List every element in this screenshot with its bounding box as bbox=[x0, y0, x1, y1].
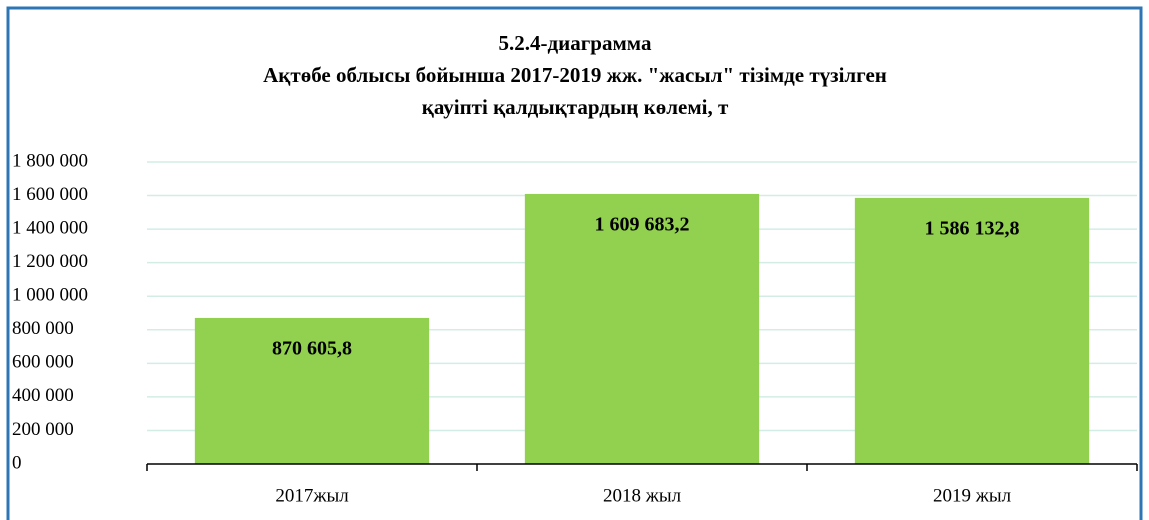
x-tick-label: 2017жыл bbox=[275, 485, 349, 506]
bar bbox=[854, 197, 1090, 465]
y-tick-label: 400 000 bbox=[12, 385, 74, 406]
y-tick-label: 600 000 bbox=[12, 352, 74, 373]
x-tick-label: 2019 жыл bbox=[933, 485, 1012, 506]
y-tick-label: 1 200 000 bbox=[12, 251, 88, 272]
y-tick-label: 1 800 000 bbox=[12, 150, 88, 171]
y-tick-label: 800 000 bbox=[12, 318, 74, 339]
chart-title: Ақтөбе облысы бойынша 2017-2019 жж. "жас… bbox=[263, 63, 887, 87]
y-tick-label: 1 600 000 bbox=[12, 184, 88, 205]
y-tick-label: 1 000 000 bbox=[12, 285, 88, 306]
data-label: 1 609 683,2 bbox=[595, 214, 690, 236]
data-label: 1 586 132,8 bbox=[925, 217, 1020, 239]
x-tick-label: 2018 жыл bbox=[603, 485, 682, 506]
frame bbox=[6, 6, 1143, 520]
y-tick-label: 1 400 000 bbox=[12, 217, 88, 238]
y-tick-label: 200 000 bbox=[12, 419, 74, 440]
chart-title: қауіпті қалдықтардың көлемі, т bbox=[422, 95, 729, 119]
data-label: 870 605,8 bbox=[272, 338, 352, 360]
bar bbox=[524, 193, 760, 465]
chart-title: 5.2.4-диаграмма bbox=[499, 31, 652, 55]
bar bbox=[194, 317, 430, 464]
y-tick-label: 0 bbox=[12, 452, 22, 473]
